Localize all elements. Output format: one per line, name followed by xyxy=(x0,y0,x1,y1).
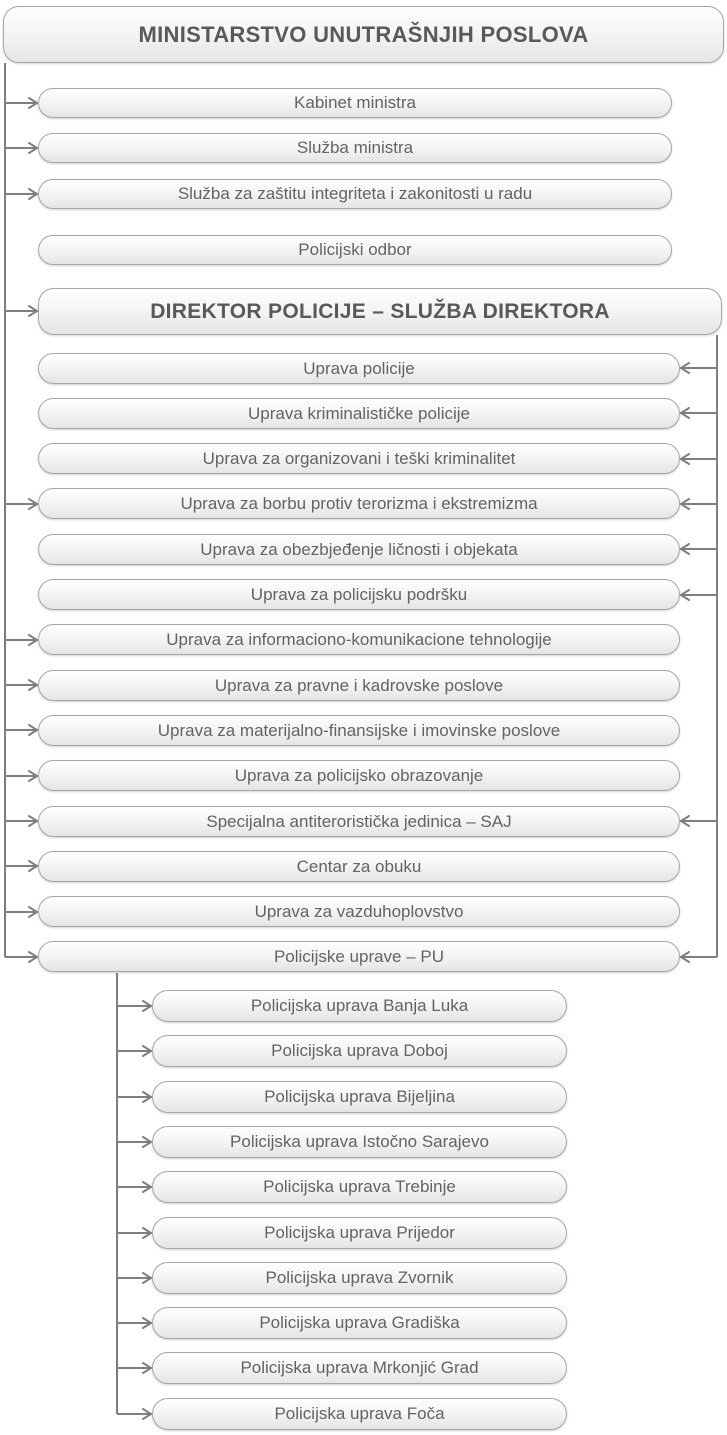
org-node: Policijska uprava Foča xyxy=(152,1398,567,1430)
org-node: Uprava za informaciono-komunikacione teh… xyxy=(38,624,680,655)
org-node-label: Uprava policije xyxy=(303,358,415,378)
org-node-label: Policijska uprava Mrkonjić Grad xyxy=(240,1358,479,1377)
org-node: Služba ministra xyxy=(38,133,672,163)
org-node-label: Uprava za materijalno-finansijske i imov… xyxy=(157,720,561,740)
org-node: Kabinet ministra xyxy=(38,88,672,118)
org-node: Uprava za vazduhoplovstvo xyxy=(38,896,680,927)
org-node: Uprava policije xyxy=(38,353,680,384)
org-node-label: Uprava za policijsku podršku xyxy=(250,584,468,604)
org-node: Uprava za borbu protiv terorizma i ekstr… xyxy=(38,488,680,519)
org-node: Policijska uprava Doboj xyxy=(152,1035,567,1067)
org-node-label: Uprava za policijsko obrazovanje xyxy=(234,765,484,785)
org-node-label: Služba ministra xyxy=(296,138,414,157)
org-node-label: Specijalna antiteroristička jedinica – S… xyxy=(206,811,512,831)
org-node: Policijski odbor xyxy=(38,235,672,265)
org-node-label: Kabinet ministra xyxy=(294,93,416,112)
org-node-label: Uprava kriminalističke policije xyxy=(247,403,470,423)
org-node-label: Policijska uprava Bijeljina xyxy=(264,1087,455,1106)
org-node-label: Uprava za borbu protiv terorizma i ekstr… xyxy=(180,493,538,513)
org-node: Uprava za materijalno-finansijske i imov… xyxy=(38,715,680,746)
org-node-label: Centar za obuku xyxy=(296,856,422,876)
org-node: Centar za obuku xyxy=(38,851,680,882)
org-node-label: Policijska uprava Trebinje xyxy=(263,1177,456,1196)
org-node-label: Policijska uprava Gradiška xyxy=(259,1313,460,1332)
org-node: Uprava za policijsko obrazovanje xyxy=(38,760,680,791)
org-node-label: Policijska uprava Foča xyxy=(274,1404,445,1423)
org-node: Uprava za policijsku podršku xyxy=(38,579,680,610)
org-node-label: Uprava za informaciono-komunikacione teh… xyxy=(166,629,552,649)
org-node: Policijska uprava Bijeljina xyxy=(152,1081,567,1113)
org-node-label: Policijska uprava Prijedor xyxy=(264,1223,455,1242)
org-node-label: Policijska uprava Istočno Sarajevo xyxy=(230,1132,489,1151)
org-node-label: Policijski odbor xyxy=(298,240,412,259)
org-node-label: Policijska uprava Banja Luka xyxy=(250,996,469,1015)
org-node-label: Uprava za vazduhoplovstvo xyxy=(254,901,464,921)
org-node-label: Policijska uprava Doboj xyxy=(271,1041,448,1060)
org-node: Uprava za organizovani i teški kriminali… xyxy=(38,443,680,474)
org-node: Uprava za pravne i kadrovske poslove xyxy=(38,670,680,701)
org-node: Policijska uprava Istočno Sarajevo xyxy=(152,1126,567,1158)
org-node: Policijska uprava Gradiška xyxy=(152,1307,567,1339)
director-title-box: DIREKTOR POLICIJE – SLUŽBA DIREKTORA xyxy=(38,288,722,335)
org-node-label: Uprava za pravne i kadrovske poslove xyxy=(214,675,504,695)
org-node: Policijska uprava Mrkonjić Grad xyxy=(152,1352,567,1384)
director-title: DIREKTOR POLICIJE – SLUŽBA DIREKTORA xyxy=(150,299,610,323)
org-node-label: Policijska uprava Zvornik xyxy=(265,1268,454,1287)
org-node-label: Policijske uprave – PU xyxy=(273,946,445,966)
org-node: Uprava kriminalističke policije xyxy=(38,398,680,429)
org-node: Policijska uprava Prijedor xyxy=(152,1217,567,1249)
org-node-label: Služba za zaštitu integriteta i zakonito… xyxy=(177,184,533,203)
org-node-label: Uprava za organizovani i teški kriminali… xyxy=(202,448,516,468)
org-node: Specijalna antiteroristička jedinica – S… xyxy=(38,806,680,837)
org-node: Policijska uprava Banja Luka xyxy=(152,990,567,1022)
org-node: Policijska uprava Trebinje xyxy=(152,1171,567,1203)
org-node: Služba za zaštitu integriteta i zakonito… xyxy=(38,179,672,209)
org-node: Policijske uprave – PU xyxy=(38,941,680,972)
org-node-label: Uprava za obezbjeđenje ličnosti i objeka… xyxy=(200,539,518,559)
ministry-title-box: MINISTARSTVO UNUTRAŠNJIH POSLOVA xyxy=(3,6,724,63)
ministry-title: MINISTARSTVO UNUTRAŠNJIH POSLOVA xyxy=(138,21,589,47)
org-node: Policijska uprava Zvornik xyxy=(152,1262,567,1294)
org-node: Uprava za obezbjeđenje ličnosti i objeka… xyxy=(38,534,680,565)
